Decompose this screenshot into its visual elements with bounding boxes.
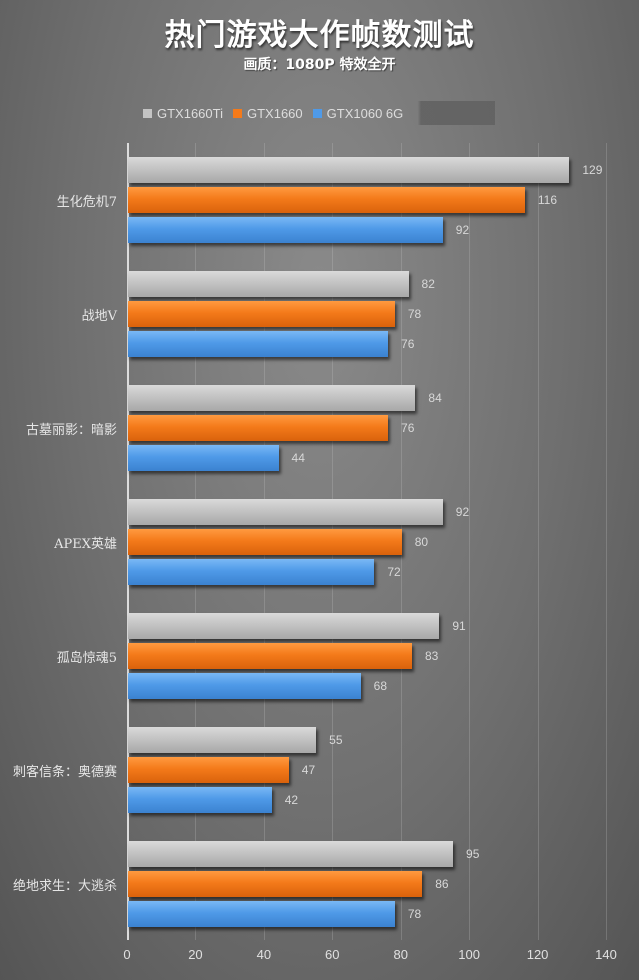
- plot-area: 129 116 92 82 78 76 84 76 44 92 80 72 91 83 68 55 47 42 95…: [127, 143, 639, 940]
- data-label: 44: [291, 451, 305, 465]
- x-tick-label: 20: [188, 947, 203, 962]
- gridline: [469, 143, 471, 940]
- legend-item: GTX1660Ti: [143, 106, 223, 121]
- bar: [128, 445, 279, 471]
- bar: [128, 529, 402, 555]
- data-label: 76: [401, 421, 415, 435]
- bar: [128, 499, 443, 525]
- data-label: 78: [407, 907, 422, 921]
- data-label: 82: [421, 277, 435, 291]
- data-label: 84: [428, 391, 442, 405]
- bar: [128, 841, 454, 867]
- bar: [128, 757, 289, 783]
- data-label: 83: [424, 649, 439, 663]
- x-tick-label: 120: [526, 947, 549, 962]
- data-label: 92: [455, 505, 470, 519]
- bar: [128, 217, 443, 243]
- data-label: 86: [435, 877, 449, 891]
- bar: [128, 415, 389, 441]
- legend: GTX1660Ti GTX1660 GTX1060 6G: [143, 101, 495, 125]
- legend-swatch-icon: [312, 108, 322, 118]
- bar: [128, 643, 412, 669]
- bar: [128, 787, 272, 813]
- bar: [128, 187, 525, 213]
- bar: [128, 271, 409, 297]
- data-label: 68: [373, 679, 388, 693]
- category-label: 刺客信条：奥德赛: [12, 765, 117, 780]
- data-label: 55: [329, 733, 343, 747]
- data-label: 76: [401, 337, 415, 351]
- bar: [128, 385, 416, 411]
- bar: [128, 613, 440, 639]
- x-tick-label: 40: [256, 947, 272, 962]
- category-label: 战地V: [81, 309, 117, 324]
- bar: [128, 301, 395, 327]
- legend-swatch-icon: [233, 108, 242, 118]
- x-tick-label: 100: [458, 947, 480, 962]
- chart-subtitle: 画质：1080P 特效全开: [243, 57, 396, 73]
- legend-label: GTX1660: [247, 105, 303, 121]
- category-label: 生化危机7: [56, 195, 117, 210]
- bar: [128, 901, 395, 927]
- legend-item: GTX1660: [233, 106, 303, 121]
- category-label: 古墓丽影：暗影: [25, 423, 117, 438]
- bar: [128, 727, 317, 753]
- x-tick-label: 80: [393, 947, 408, 962]
- gridline: [537, 143, 539, 940]
- bar: [128, 673, 361, 699]
- data-label: 78: [407, 307, 422, 321]
- data-label: 72: [387, 565, 401, 579]
- category-label: APEX英雄: [54, 537, 117, 552]
- gridline: [606, 143, 607, 940]
- data-label: 47: [301, 763, 316, 777]
- data-label: 91: [452, 619, 466, 633]
- data-label: 129: [582, 163, 603, 177]
- category-label: 孤岛惊魂5: [56, 651, 117, 666]
- data-label: 80: [414, 535, 429, 549]
- x-tick-label: 60: [325, 947, 340, 962]
- legend-label: GTX1660Ti: [157, 105, 223, 121]
- x-tick-label: 140: [595, 947, 617, 962]
- data-label: 116: [537, 193, 558, 207]
- data-label: 92: [455, 223, 470, 237]
- bar: [128, 157, 570, 183]
- bar: [128, 559, 375, 585]
- legend-item: GTX1060 6G: [312, 105, 404, 121]
- bar: [128, 871, 423, 897]
- data-label: 42: [284, 793, 299, 807]
- legend-label: GTX1060 6G: [326, 105, 404, 121]
- category-label: 绝地求生：大逃杀: [12, 879, 117, 894]
- x-tick-label: 0: [123, 947, 131, 962]
- data-label: 95: [466, 847, 480, 861]
- bar: [128, 331, 389, 357]
- legend-swatch-icon: [143, 108, 152, 118]
- chart-title: 热门游戏大作帧数测试: [164, 18, 475, 53]
